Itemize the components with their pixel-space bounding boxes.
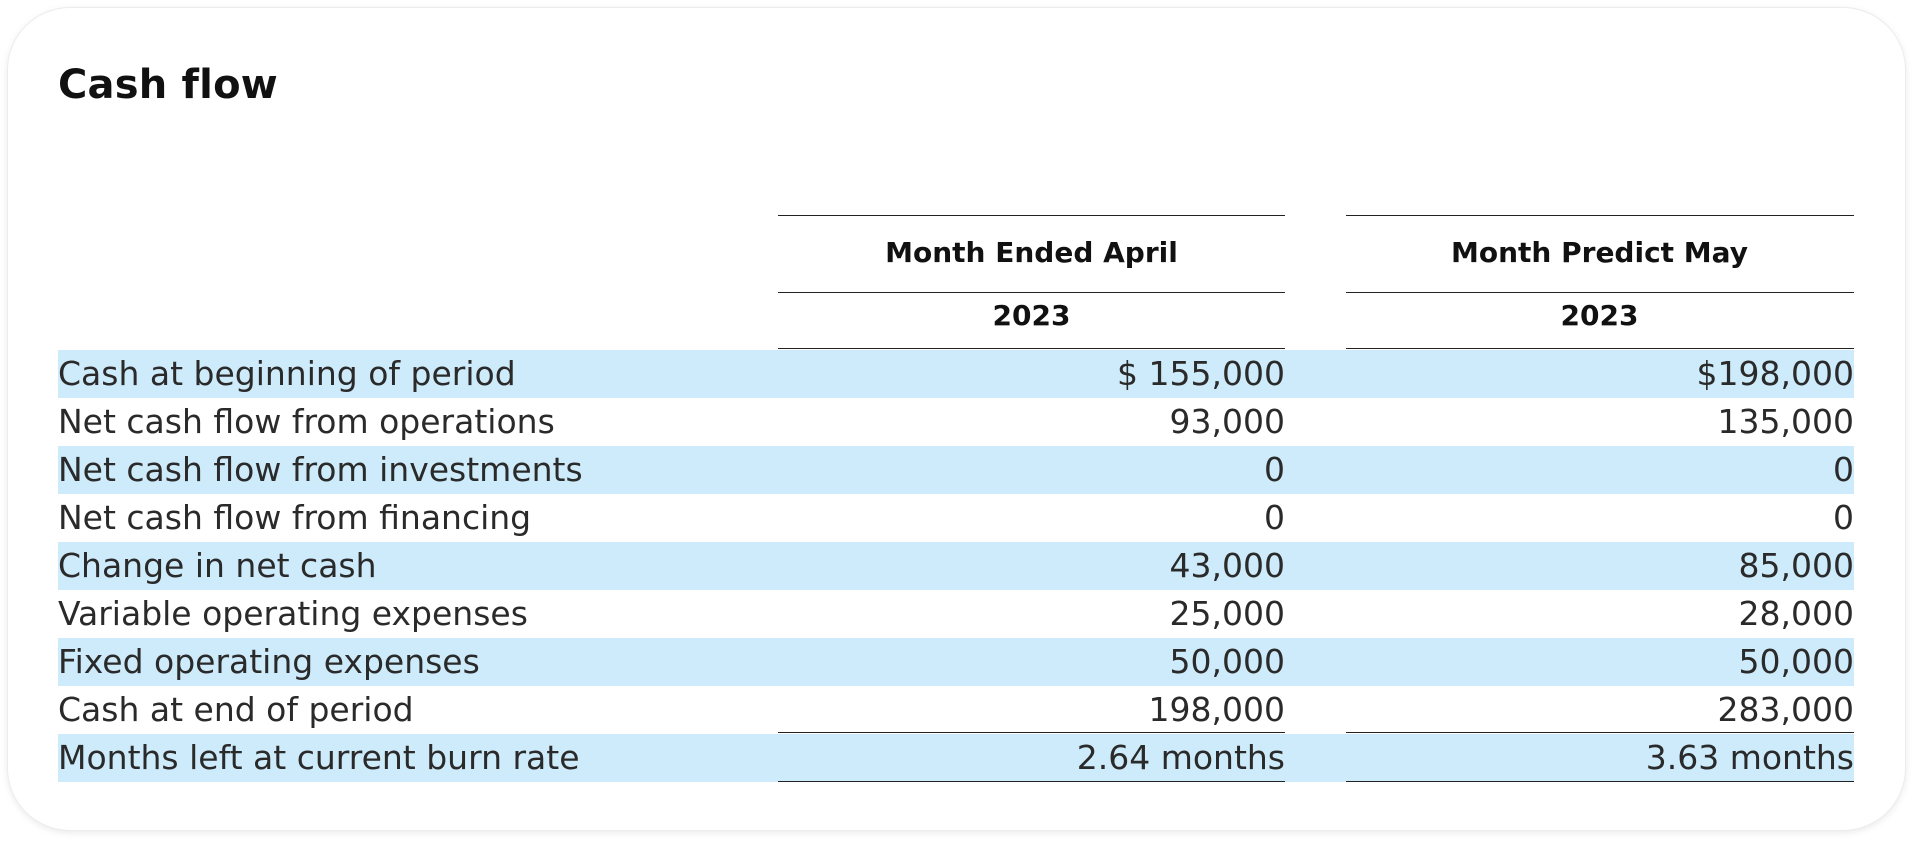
row-value-april: 2.64 months <box>1076 738 1285 777</box>
cash-flow-card <box>8 8 1905 830</box>
row-label: Variable operating expenses <box>58 594 528 633</box>
table-row: Cash at beginning of period $ 155,000 $1… <box>58 350 1854 398</box>
total-row-top-rule-col1 <box>778 732 1285 733</box>
row-label: Net cash flow from financing <box>58 498 532 537</box>
table-row: Variable operating expenses 25,000 28,00… <box>58 590 1854 638</box>
row-value-may: $198,000 <box>1696 354 1854 393</box>
row-value-april: 25,000 <box>1169 594 1285 633</box>
table-row: Net cash flow from investments 0 0 <box>58 446 1854 494</box>
row-value-april: 43,000 <box>1169 546 1285 585</box>
row-value-may: 28,000 <box>1738 594 1854 633</box>
header-bottom-rule-col1 <box>778 348 1285 349</box>
header-mid-rule-col2 <box>1346 292 1854 293</box>
row-value-april: 0 <box>1264 498 1285 537</box>
table-row: Net cash flow from operations 93,000 135… <box>58 398 1854 446</box>
row-value-april: 0 <box>1264 450 1285 489</box>
row-label: Fixed operating expenses <box>58 642 480 681</box>
header-bottom-rule-col2 <box>1346 348 1854 349</box>
row-value-may: 283,000 <box>1717 690 1854 729</box>
page-title: Cash flow <box>58 62 278 108</box>
header-top-rule-col2 <box>1346 215 1854 216</box>
column-year-may: 2023 <box>1560 299 1639 332</box>
row-label: Change in net cash <box>58 546 377 585</box>
table-row: Fixed operating expenses 50,000 50,000 <box>58 638 1854 686</box>
table-row: Cash at end of period 198,000 283,000 <box>58 686 1854 734</box>
row-label: Cash at end of period <box>58 690 414 729</box>
row-value-april: $ 155,000 <box>1117 354 1285 393</box>
header-top-rule-col1 <box>778 215 1285 216</box>
row-value-may: 50,000 <box>1738 642 1854 681</box>
row-value-may: 0 <box>1833 450 1854 489</box>
column-header-april: Month Ended April <box>885 236 1178 269</box>
table-row: Months left at current burn rate 2.64 mo… <box>58 734 1854 782</box>
table-row: Change in net cash 43,000 85,000 <box>58 542 1854 590</box>
row-label: Months left at current burn rate <box>58 738 580 777</box>
row-label: Net cash flow from operations <box>58 402 555 441</box>
row-value-april: 93,000 <box>1169 402 1285 441</box>
row-label: Cash at beginning of period <box>58 354 516 393</box>
row-value-may: 0 <box>1833 498 1854 537</box>
total-row-top-rule-col2 <box>1346 732 1854 733</box>
row-value-may: 85,000 <box>1738 546 1854 585</box>
row-label: Net cash flow from investments <box>58 450 583 489</box>
row-value-may: 3.63 months <box>1645 738 1854 777</box>
header-mid-rule-col1 <box>778 292 1285 293</box>
column-header-may: Month Predict May <box>1451 236 1748 269</box>
total-row-bottom-rule-col2 <box>1346 781 1854 782</box>
total-row-bottom-rule-col1 <box>778 781 1285 782</box>
row-value-april: 50,000 <box>1169 642 1285 681</box>
column-year-april: 2023 <box>992 299 1071 332</box>
table-row: Net cash flow from financing 0 0 <box>58 494 1854 542</box>
row-value-april: 198,000 <box>1148 690 1285 729</box>
row-value-may: 135,000 <box>1717 402 1854 441</box>
